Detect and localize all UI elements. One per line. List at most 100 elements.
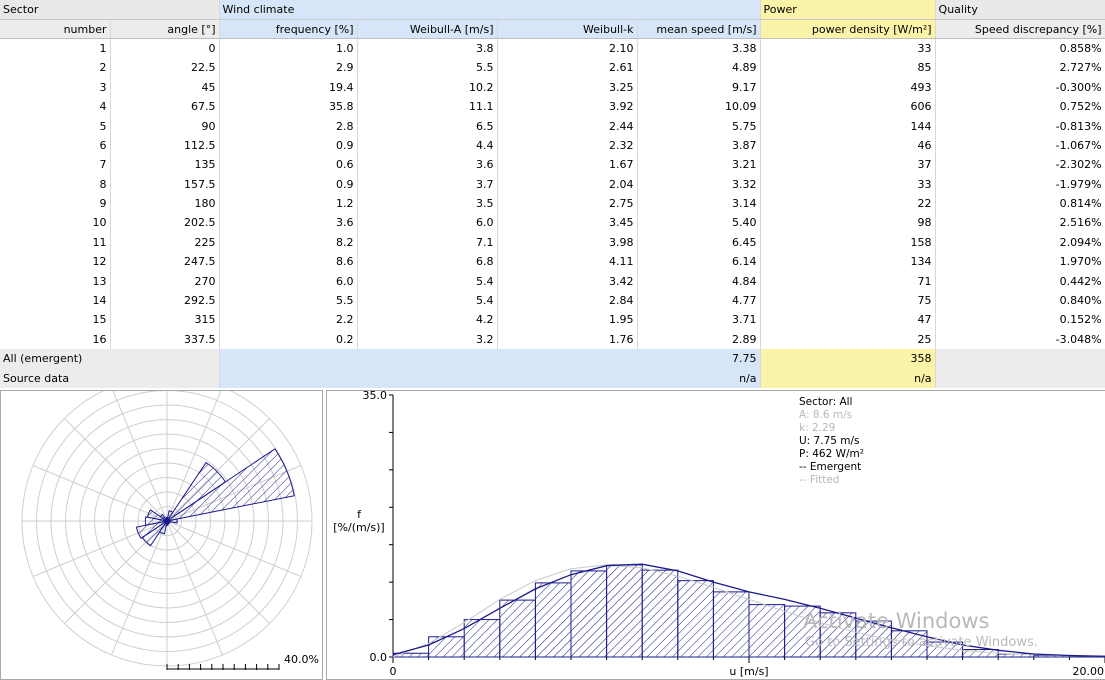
table-cell: 5.4	[357, 290, 498, 311]
table-cell: 0.814%	[935, 193, 1105, 214]
table-cell: 2.44	[497, 116, 638, 136]
table-cell: 6	[0, 135, 111, 156]
table-row[interactable]: 8 157.5 0.9 3.7 2.04 3.32 33 -1.979%	[0, 174, 1105, 194]
table-cell: 2.32	[497, 135, 638, 156]
table-cell: 1.0	[219, 38, 358, 59]
table-row[interactable]: 11 225 8.2 7.1 3.98 6.45 158 2.094%	[0, 232, 1105, 253]
info-weibull-a: A: 8.6 m/s	[799, 409, 853, 421]
table-row[interactable]: 13 270 6.0 5.4 3.42 4.84 71 0.442%	[0, 271, 1105, 291]
table-cell: 1.2	[219, 193, 358, 214]
table-cell: 0.442%	[935, 271, 1105, 291]
summary-row: All (emergent) 7.75 358	[0, 349, 1105, 369]
x-tick-label: 0	[390, 665, 397, 678]
table-cell: 3.14	[637, 193, 761, 214]
table-row[interactable]: 5 90 2.8 6.5 2.44 5.75 144 -0.813%	[0, 116, 1105, 136]
table-cell: 3.92	[497, 96, 638, 117]
frequency-chart-panel: 35.0 0.0 0 20.00 u [m/s] f [%/(m/s)] Sector: A…	[326, 389, 1105, 680]
table-cell: 33	[760, 174, 936, 194]
table-cell: 3.98	[497, 232, 638, 253]
table-row[interactable]: 15 315 2.2 4.2 1.95 3.71 47 0.152%	[0, 310, 1105, 330]
histogram-bar	[606, 564, 643, 658]
table-cell: 158	[760, 232, 936, 253]
table-cell: 2.9	[219, 58, 358, 78]
table-cell: 45	[110, 77, 220, 97]
table-cell: 0	[110, 38, 220, 59]
table-cell: 4.4	[357, 135, 498, 156]
table-cell: 46	[760, 135, 936, 156]
table-row[interactable]: 2 22.5 2.9 5.5 2.61 4.89 85 2.727%	[0, 58, 1105, 78]
table-cell: 3.8	[357, 38, 498, 59]
table-cell: 3.5	[357, 193, 498, 214]
table-cell: 2.10	[497, 38, 638, 59]
wind-rose-panel: 40.0%	[0, 375, 323, 680]
table-cell: 2.094%	[935, 232, 1105, 253]
table-cell: 98	[760, 213, 936, 233]
summary-label: All (emergent)	[0, 349, 220, 369]
rose-sector-wedge	[144, 516, 168, 526]
rose-scale-bar	[166, 664, 280, 670]
histogram-bar	[570, 570, 608, 658]
table-cell: 1	[0, 38, 111, 59]
rose-spoke	[111, 520, 168, 656]
table-cell: 6.0	[219, 271, 358, 291]
rose-spoke	[166, 386, 223, 522]
histogram-bar	[712, 591, 750, 658]
table-cell: 2	[0, 58, 111, 78]
table-cell: 9.17	[637, 77, 761, 97]
table-cell: 2.04	[497, 174, 638, 194]
rose-sector-wedge	[135, 520, 168, 539]
table-cell: 0.9	[219, 174, 358, 194]
table-cell: 47	[760, 310, 936, 330]
table-cell: 90	[110, 116, 220, 136]
table-cell: 3.87	[637, 135, 761, 156]
y-tick-label: 35.0	[363, 391, 388, 402]
summary-quality	[935, 349, 1105, 369]
group-header-wind-climate: Wind climate	[219, 0, 761, 20]
watermark-subtitle: Go to Settings to activate Windows.	[805, 635, 1038, 650]
table-row[interactable]: 1 0 1.0 3.8 2.10 3.38 33 0.858%	[0, 38, 1105, 59]
summary-mean-speed: n/a	[219, 368, 761, 388]
table-cell: 16	[0, 329, 111, 350]
table-cell: 3.7	[357, 174, 498, 194]
table-cell: 0.840%	[935, 290, 1105, 311]
table-cell: 4.89	[637, 58, 761, 78]
table-cell: 3.6	[219, 213, 358, 233]
table-cell: 8	[0, 174, 111, 194]
table-cell: 4	[0, 96, 111, 117]
table-cell: -1.979%	[935, 174, 1105, 194]
rose-spoke	[166, 520, 270, 624]
table-cell: 3.2	[357, 329, 498, 350]
table-cell: 37	[760, 155, 936, 175]
table-cell: -0.300%	[935, 77, 1105, 97]
table-cell: 5.5	[357, 58, 498, 78]
rose-spoke	[166, 520, 223, 656]
table-cell: 3.32	[637, 174, 761, 194]
table-row[interactable]: 14 292.5 5.5 5.4 2.84 4.77 75 0.840%	[0, 290, 1105, 311]
info-power-density: P: 462 W/m²	[799, 448, 864, 460]
table-row[interactable]: 9 180 1.2 3.5 2.75 3.14 22 0.814%	[0, 193, 1105, 214]
table-cell: 0.2	[219, 329, 358, 350]
table-cell: 8.6	[219, 252, 358, 272]
table-cell: 0.752%	[935, 96, 1105, 117]
table-row[interactable]: 10 202.5 3.6 6.0 3.45 5.40 98 2.516%	[0, 213, 1105, 233]
table-cell: 0.6	[219, 155, 358, 175]
table-cell: 0.9	[219, 135, 358, 156]
table-row[interactable]: 4 67.5 35.8 11.1 3.92 10.09 606 0.752%	[0, 96, 1105, 117]
group-header-sector: Sector	[0, 0, 220, 20]
table-cell: 202.5	[110, 213, 220, 233]
table-cell: -1.067%	[935, 135, 1105, 156]
table-row[interactable]: 12 247.5 8.6 6.8 4.11 6.14 134 1.970%	[0, 252, 1105, 272]
table-row[interactable]: 3 45 19.4 10.2 3.25 9.17 493 -0.300%	[0, 77, 1105, 97]
table-cell: 5.5	[219, 290, 358, 311]
table-row[interactable]: 6 112.5 0.9 4.4 2.32 3.87 46 -1.067%	[0, 135, 1105, 156]
table-cell: 135	[110, 155, 220, 175]
table-cell: 3.6	[357, 155, 498, 175]
table-cell: 25	[760, 329, 936, 350]
table-cell: 2.727%	[935, 58, 1105, 78]
table-cell: 33	[760, 38, 936, 59]
table-row[interactable]: 16 337.5 0.2 3.2 1.76 2.89 25 -3.048%	[0, 329, 1105, 350]
info-weibull-k: k: 2.29	[799, 422, 836, 434]
table-row[interactable]: 7 135 0.6 3.6 1.67 3.21 37 -2.302%	[0, 155, 1105, 175]
emergent-curve	[392, 563, 1105, 657]
table-cell: 2.89	[637, 329, 761, 350]
